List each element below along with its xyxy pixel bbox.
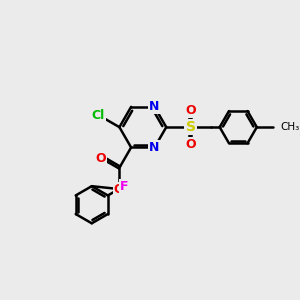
Text: O: O xyxy=(114,182,124,196)
Text: O: O xyxy=(96,152,106,165)
Text: F: F xyxy=(120,180,128,193)
Text: S: S xyxy=(185,120,196,134)
Text: CH₃: CH₃ xyxy=(280,122,300,132)
Text: N: N xyxy=(149,141,160,154)
Text: O: O xyxy=(185,103,196,116)
Text: Cl: Cl xyxy=(92,109,105,122)
Text: O: O xyxy=(185,138,196,151)
Text: N: N xyxy=(149,100,160,113)
